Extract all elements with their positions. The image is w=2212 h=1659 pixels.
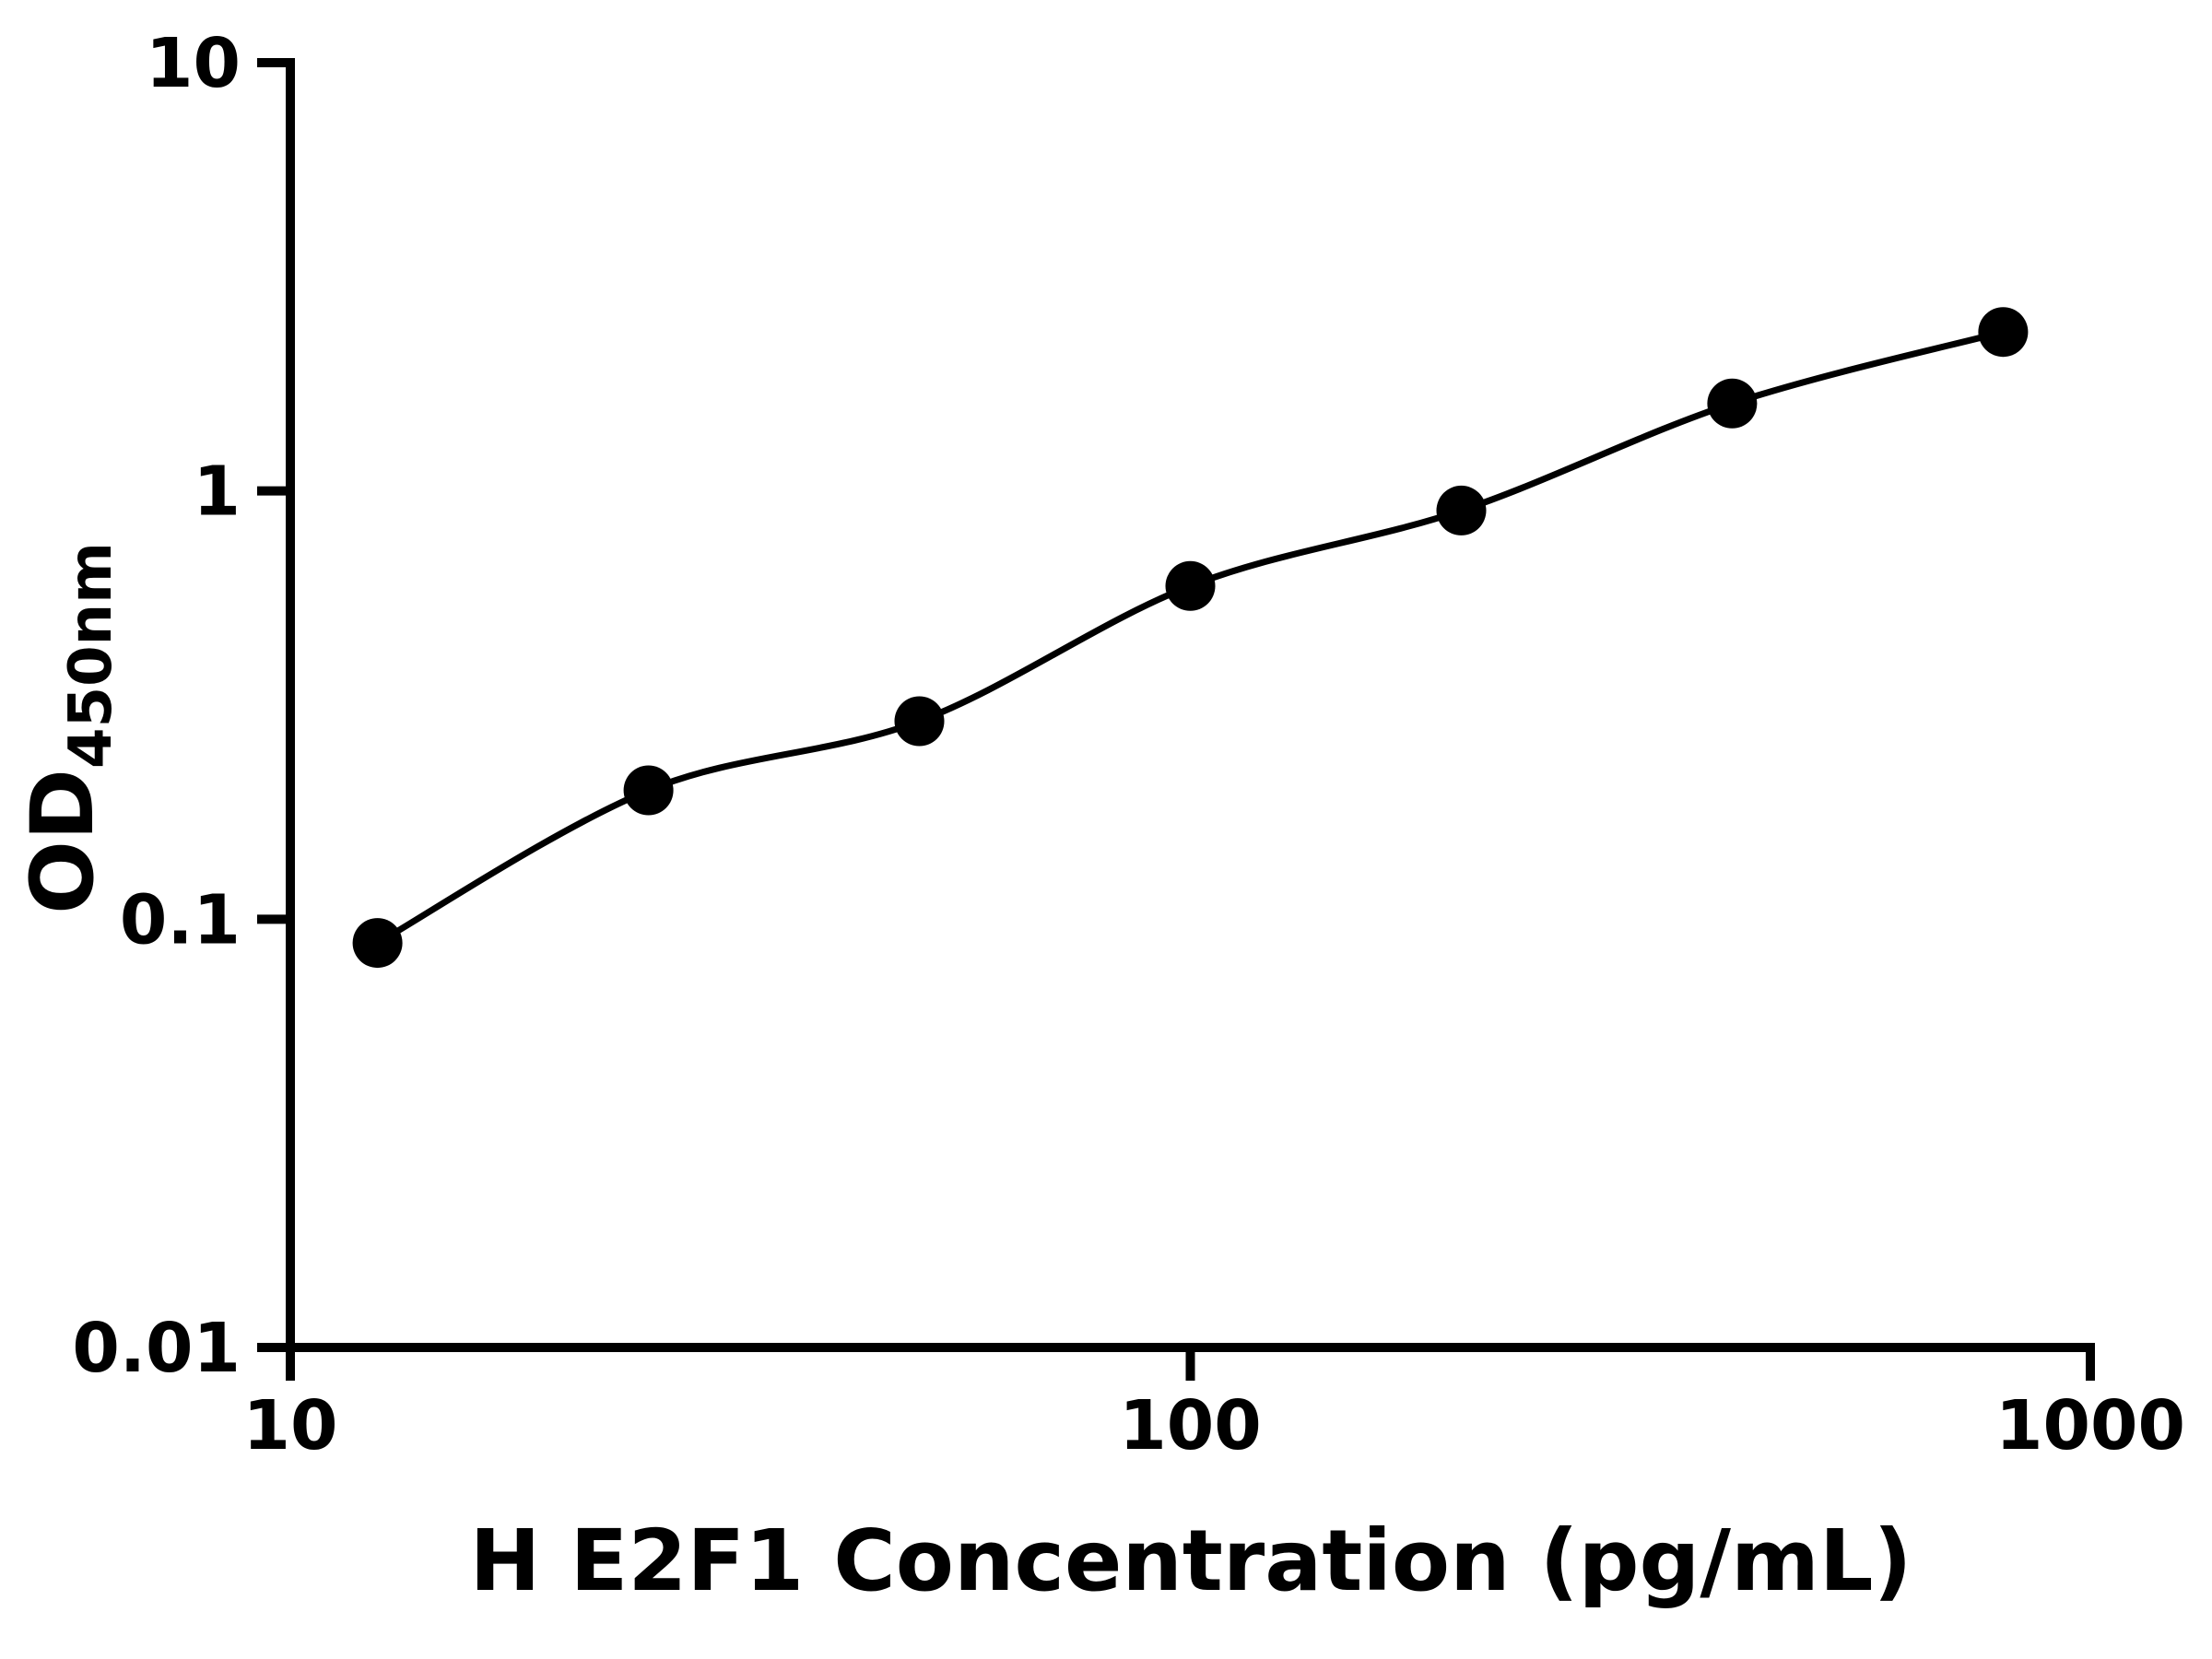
data-point xyxy=(894,696,945,747)
fit-curve xyxy=(374,328,2006,947)
data-point xyxy=(352,918,403,969)
x-axis-title: H E2F1 Concentration (pg/mL) xyxy=(470,1512,1912,1610)
data-point xyxy=(1707,378,1758,429)
y-axis-title: OD450nm xyxy=(13,542,125,914)
data-point xyxy=(1436,485,1487,535)
x-tick-label: 100 xyxy=(1119,1386,1261,1465)
y-tick-label: 0.1 xyxy=(120,880,241,959)
x-tick-label: 1000 xyxy=(1995,1386,2185,1465)
data-point xyxy=(1165,560,1216,611)
x-tick-label: 10 xyxy=(243,1386,338,1465)
y-tick-label: 0.01 xyxy=(72,1309,241,1388)
y-axis-title-subscript: 450nm xyxy=(57,542,125,769)
y-tick-label: 1 xyxy=(194,453,241,532)
data-point xyxy=(1978,307,2029,358)
plot-layer: 0.01 0.1 1 10 10 100 1000 xyxy=(72,24,2185,1465)
y-tick-label: 10 xyxy=(146,24,241,103)
y-axis-title-main: OD xyxy=(13,769,113,914)
data-point xyxy=(623,765,674,816)
